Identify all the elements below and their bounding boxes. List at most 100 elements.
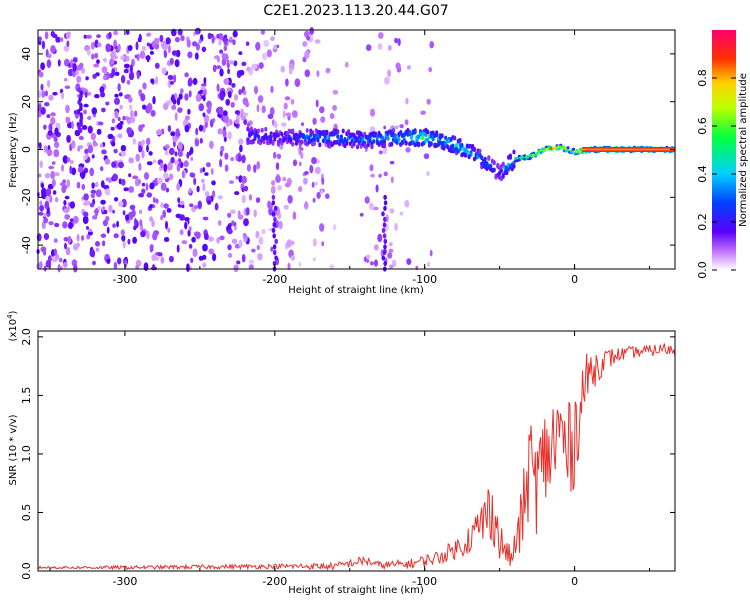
spectrogram-noise-cell [384, 76, 390, 85]
spectrogram-ridge-cell [271, 141, 275, 146]
spectrogram-noise-cell [273, 120, 278, 129]
spectrogram-noise-cell [159, 162, 164, 169]
snr-y-tick-label: 1.5 [20, 387, 33, 405]
spectrogram-noise-cell [190, 257, 194, 263]
spectrogram-noise-cell [140, 230, 146, 238]
spectrogram-noise-cell [72, 57, 78, 63]
spectrogram-ridge-cell [454, 143, 459, 148]
spectrogram-noise-cell [54, 141, 60, 149]
spectrogram-noise-cell [204, 233, 209, 241]
spectrogram-noise-cell [83, 103, 89, 108]
spectrogram-noise-cell [110, 59, 115, 65]
spectrogram-noise-cell [53, 238, 58, 243]
spectrogram-noise-cell [205, 162, 211, 168]
spectrogram-noise-cell [43, 124, 47, 130]
spectrogram-noise-cell [304, 50, 310, 59]
spectrogram-noise-cell [312, 257, 316, 262]
spectrogram-noise-cell [405, 147, 411, 153]
spectrogram-noise-cell [146, 42, 151, 47]
spectrogram-noise-cell [312, 238, 317, 247]
spectrogram-noise-cell [123, 68, 129, 74]
spectrogram-noise-cell [146, 192, 153, 198]
spectrogram-noise-cell [38, 142, 42, 150]
spectrogram-noise-cell [106, 258, 111, 265]
spectrogram-noise-cell [105, 43, 112, 53]
spectrogram-noise-cell [71, 167, 77, 176]
spectrogram-noise-cell [245, 101, 250, 108]
spectrogram-ridge-cell [280, 132, 284, 137]
spectrogram-noise-cell [64, 214, 71, 220]
spectrogram-noise-cell [160, 182, 167, 191]
spectrogram-noise-cell [108, 31, 112, 39]
spectrogram-noise-cell [262, 52, 268, 61]
snr-x-tick-label: 0 [571, 575, 578, 588]
spectrogram-streak-cell [271, 200, 276, 206]
spectrogram-noise-cell [43, 217, 49, 224]
spectrogram-ridge-cell [312, 141, 316, 146]
spectrogram-noise-cell [155, 76, 159, 85]
spectrogram-noise-cell [200, 85, 206, 91]
spectrogram-noise-cell [48, 221, 54, 226]
spectrogram-noise-cell [192, 248, 198, 257]
spectrogram-noise-cell [176, 97, 181, 106]
spectrogram-noise-cell [234, 110, 240, 115]
spectrogram-noise-cell [163, 203, 169, 209]
spectrogram-noise-cell [69, 201, 76, 209]
spectrogram-noise-cell [233, 264, 239, 273]
spectrogram-x-ticks: -300 -200 -100 0 [49, 30, 651, 286]
spectrogram-noise-cell [241, 175, 247, 184]
spectrogram-noise-cell [370, 173, 376, 178]
spectrogram-noise-cell [202, 216, 209, 221]
spectrogram-streak-cell [274, 255, 278, 261]
spectrogram-noise-cell [227, 131, 232, 140]
spectrogram-noise-cell [39, 160, 43, 169]
spectrogram-noise-cell [389, 208, 395, 214]
snr-x-tick-label: -200 [262, 575, 287, 588]
spectrogram-noise-cell [198, 39, 202, 44]
spectrogram-noise-cell [271, 180, 276, 186]
spectrogram-noise-cell [47, 53, 52, 59]
spectrogram-noise-cell [43, 233, 50, 240]
spectrogram-noise-cell [236, 260, 241, 265]
spectrogram-noise-cell [312, 197, 316, 203]
snr-panel: -300 -200 -100 0 0.0 0.5 1.0 1.5 2.0 Height of … [6, 310, 676, 596]
spectrogram-noise-cell [37, 90, 42, 98]
spectrogram-streak-cell [383, 238, 388, 244]
spectrogram-ridge-cell [445, 144, 450, 150]
spectrogram-noise-cell [67, 235, 72, 244]
spectrogram-noise-cell [120, 55, 125, 61]
spectrogram-noise-cell [387, 69, 392, 77]
spectrogram-noise-cell [216, 33, 220, 39]
spectrogram-noise-cell [54, 127, 59, 136]
spectrogram-noise-cell [192, 41, 198, 47]
spectrogram-noise-cell [167, 227, 171, 233]
spectrogram-noise-cell [127, 238, 131, 245]
spectrogram-ridge-cell [472, 147, 477, 153]
spectrogram-noise-cell [230, 156, 235, 162]
spectrogram-noise-cell [44, 102, 50, 107]
spectrogram-noise-cell [177, 141, 183, 150]
spectrogram-ridge-cell [512, 164, 516, 169]
spectrogram-noise-cell [52, 91, 58, 96]
spectrogram-streak-cell [383, 216, 387, 222]
spectrogram-noise-cell [404, 200, 410, 208]
spectrogram-streak-cell [383, 200, 388, 206]
spectrogram-y-tick-label: 20 [20, 95, 33, 109]
spectrogram-noise-cell [219, 49, 224, 54]
spectrogram-ridge-cell [501, 161, 505, 167]
spectrogram-noise-cell [233, 226, 237, 231]
spectrogram-noise-cell [147, 102, 153, 112]
spectrogram-noise-cell [292, 211, 297, 220]
spectrogram-noise-cell [245, 41, 250, 46]
spectrogram-noise-cell [186, 39, 191, 48]
spectrogram-ridge-cell [350, 138, 354, 144]
spectrogram-ridge-cell [409, 135, 414, 141]
spectrogram-noise-cell [154, 62, 160, 69]
spectrogram-noise-cell [232, 39, 236, 46]
spectrogram-noise-cell [278, 220, 283, 230]
spectrogram-noise-cell [62, 221, 68, 229]
spectrogram-noise-cell [242, 232, 247, 238]
spectrogram-noise-cell [372, 206, 379, 211]
spectrogram-noise-cell [423, 153, 430, 160]
